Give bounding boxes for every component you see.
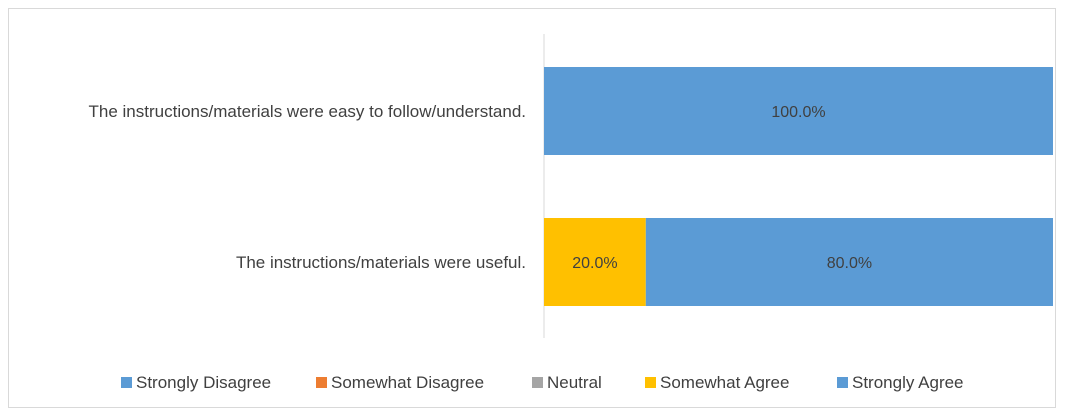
legend-swatch [121,377,132,388]
legend-label: Somewhat Agree [660,373,789,392]
data-label: 80.0% [827,255,872,272]
legend-label: Somewhat Disagree [331,373,484,392]
bar-segment [544,218,646,306]
category-label: The instructions/materials were easy to … [89,102,526,121]
bar-segment [645,218,1053,306]
legend-label: Strongly Agree [852,373,964,392]
legend-label: Neutral [547,373,602,392]
data-label: 20.0% [572,255,617,272]
legend-swatch [645,377,656,388]
category-label: The instructions/materials were useful. [236,253,526,272]
bar-segment [544,67,1053,155]
legend-swatch [837,377,848,388]
legend-swatch [316,377,327,388]
legend-swatch [532,377,543,388]
legend-label: Strongly Disagree [136,373,271,392]
data-label: 100.0% [771,104,825,121]
